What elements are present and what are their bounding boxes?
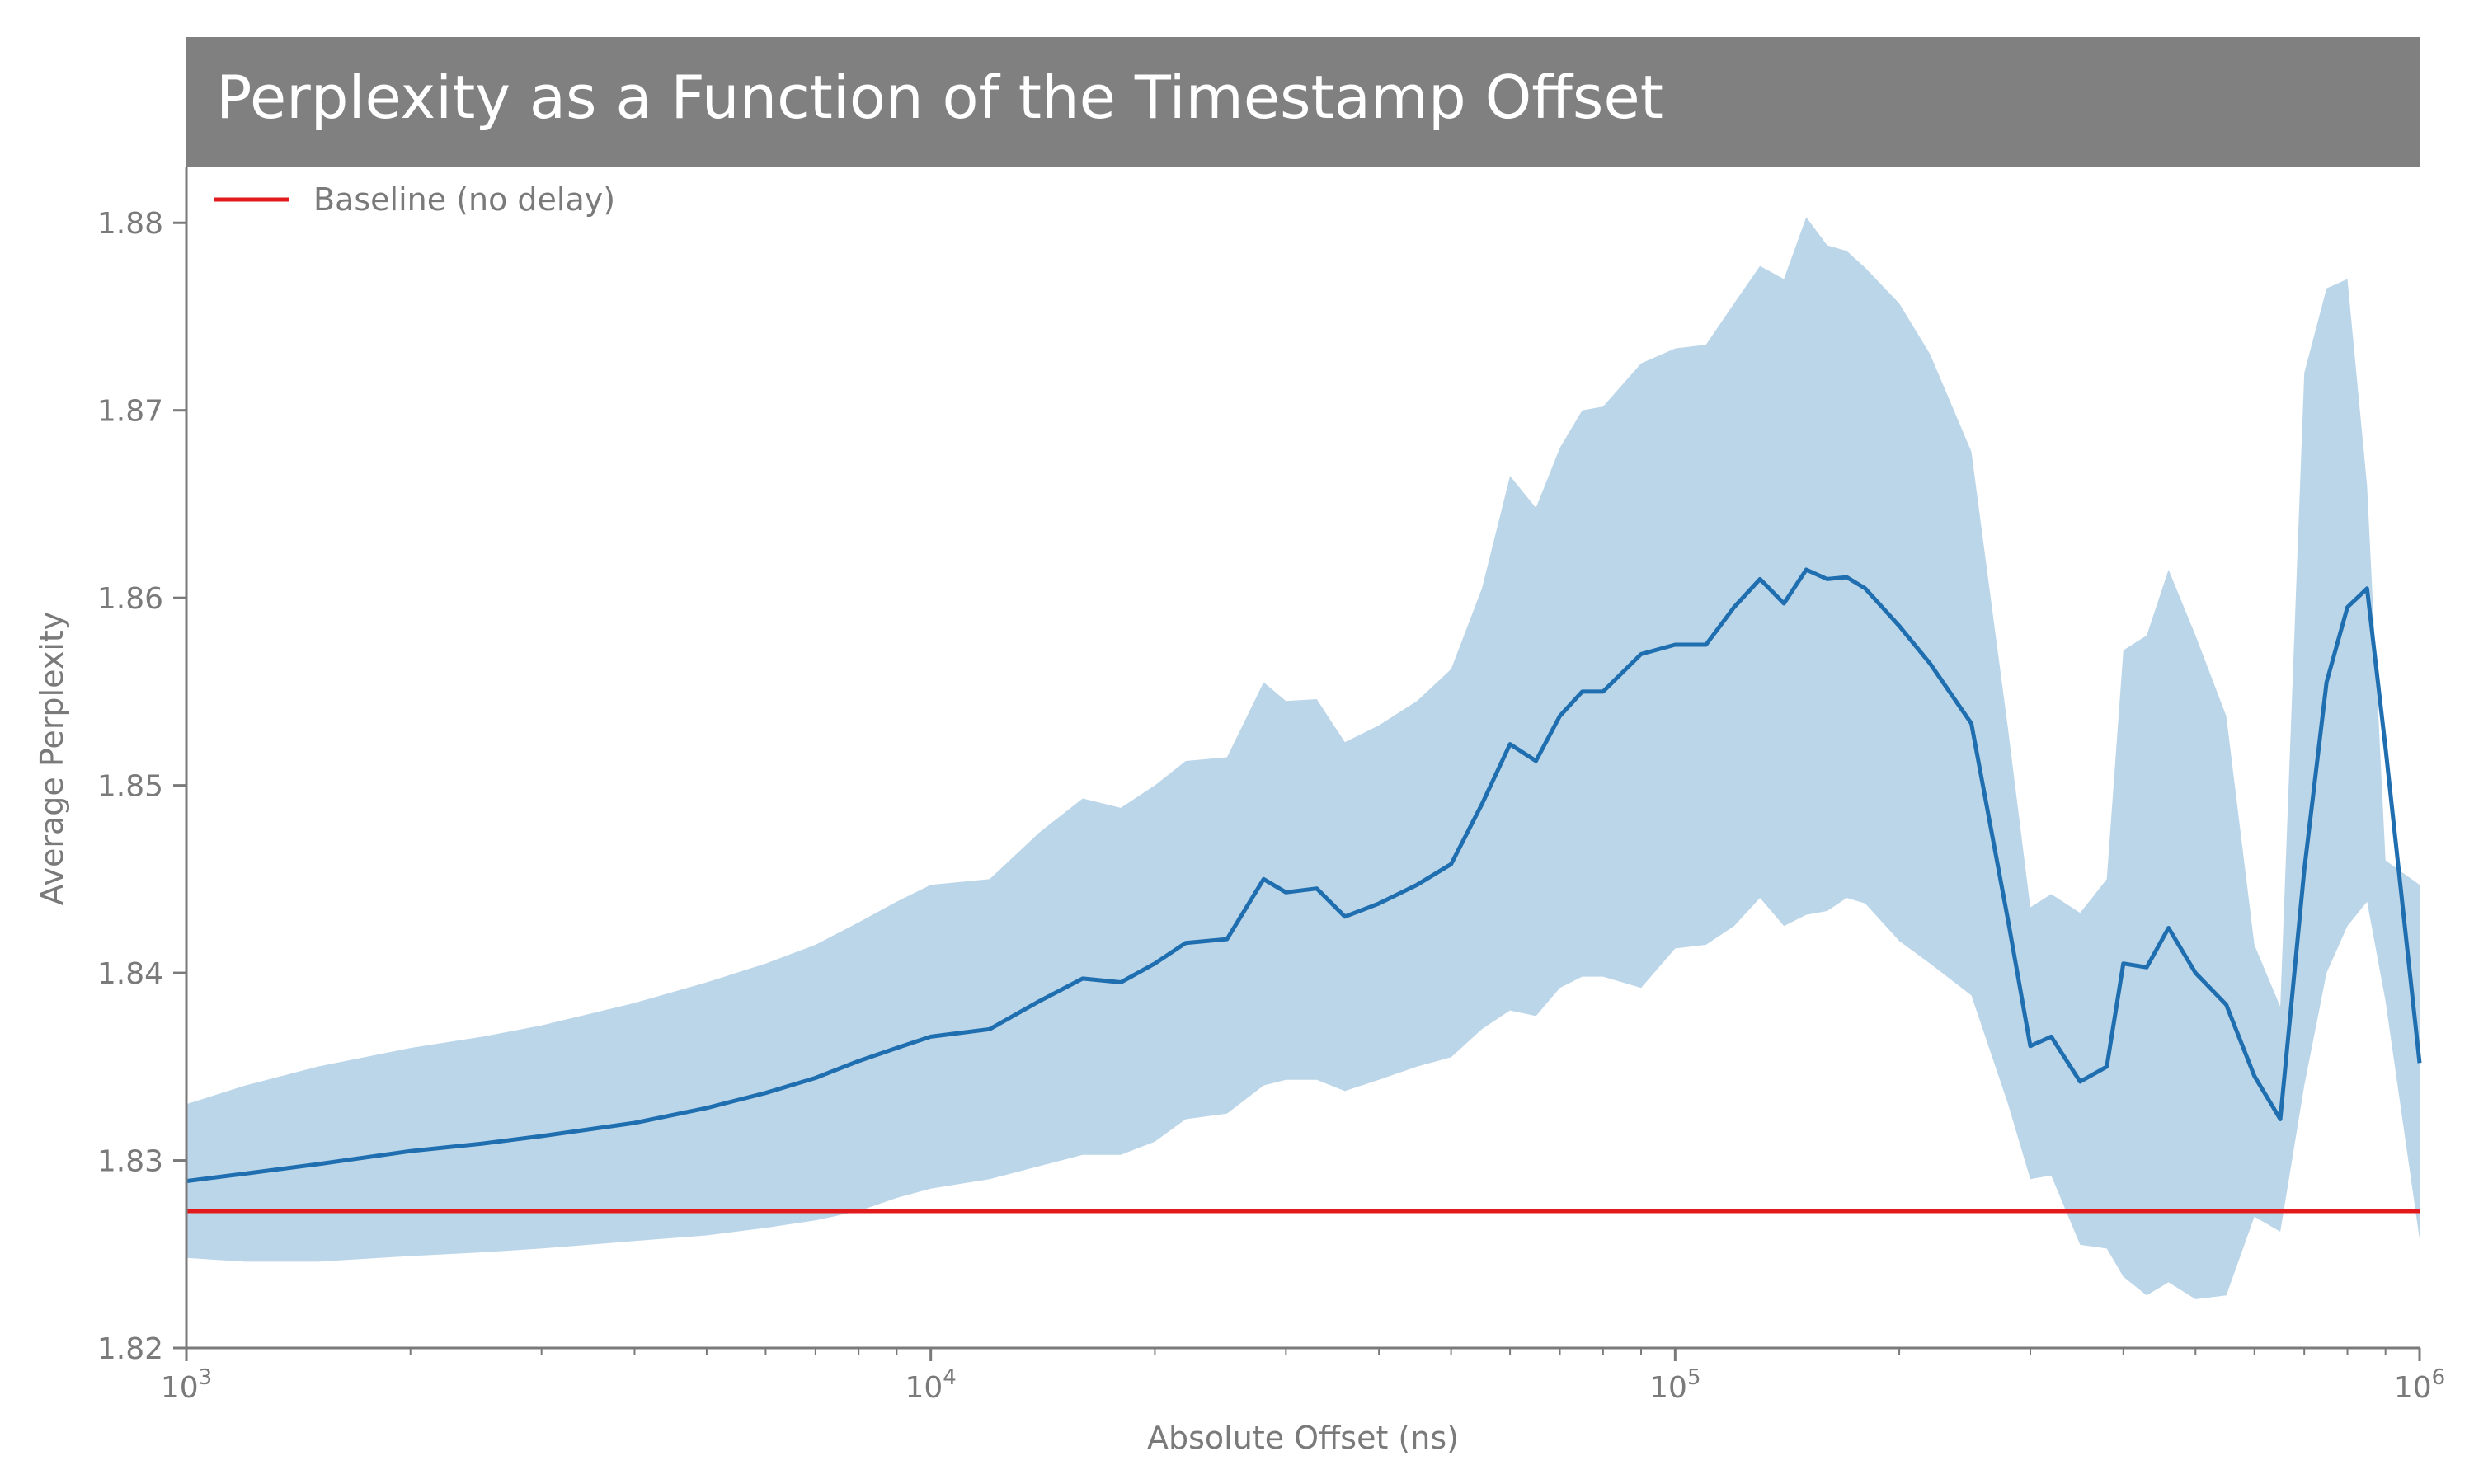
confidence-band-layer — [186, 217, 2420, 1299]
y-tick-label: 1.87 — [97, 395, 163, 429]
x-tick-label: 104 — [905, 1365, 956, 1405]
confidence-band — [186, 217, 2420, 1299]
y-tick-label: 1.82 — [97, 1332, 163, 1366]
x-tick-label: 105 — [1649, 1365, 1700, 1405]
x-minor-ticks — [409, 1348, 2387, 1355]
legend-baseline-label: Baseline (no delay) — [313, 181, 615, 218]
mean-line-layer — [186, 567, 2422, 1184]
y-tick-label: 1.88 — [97, 207, 163, 241]
legend: Baseline (no delay) — [214, 181, 615, 218]
y-axis-label: Average Perplexity — [34, 612, 70, 906]
mean-line — [186, 567, 2422, 1184]
y-tick-label: 1.85 — [97, 770, 163, 804]
axes — [185, 167, 2420, 1350]
title-bar — [186, 37, 2420, 167]
x-tick-label: 103 — [161, 1365, 212, 1405]
x-axis-label: Absolute Offset (ns) — [1147, 1420, 1459, 1456]
y-ticks: 1.82 1.83 1.84 1.85 1.86 1.87 1.88 — [97, 207, 186, 1366]
x-ticks: 103 104 105 106 — [161, 1348, 2445, 1405]
y-tick-label: 1.86 — [97, 582, 163, 616]
y-tick-label: 1.84 — [97, 957, 163, 991]
y-tick-label: 1.83 — [97, 1145, 163, 1179]
chart-title: Perplexity as a Function of the Timestam… — [216, 63, 1663, 132]
x-tick-label: 106 — [2394, 1365, 2445, 1405]
